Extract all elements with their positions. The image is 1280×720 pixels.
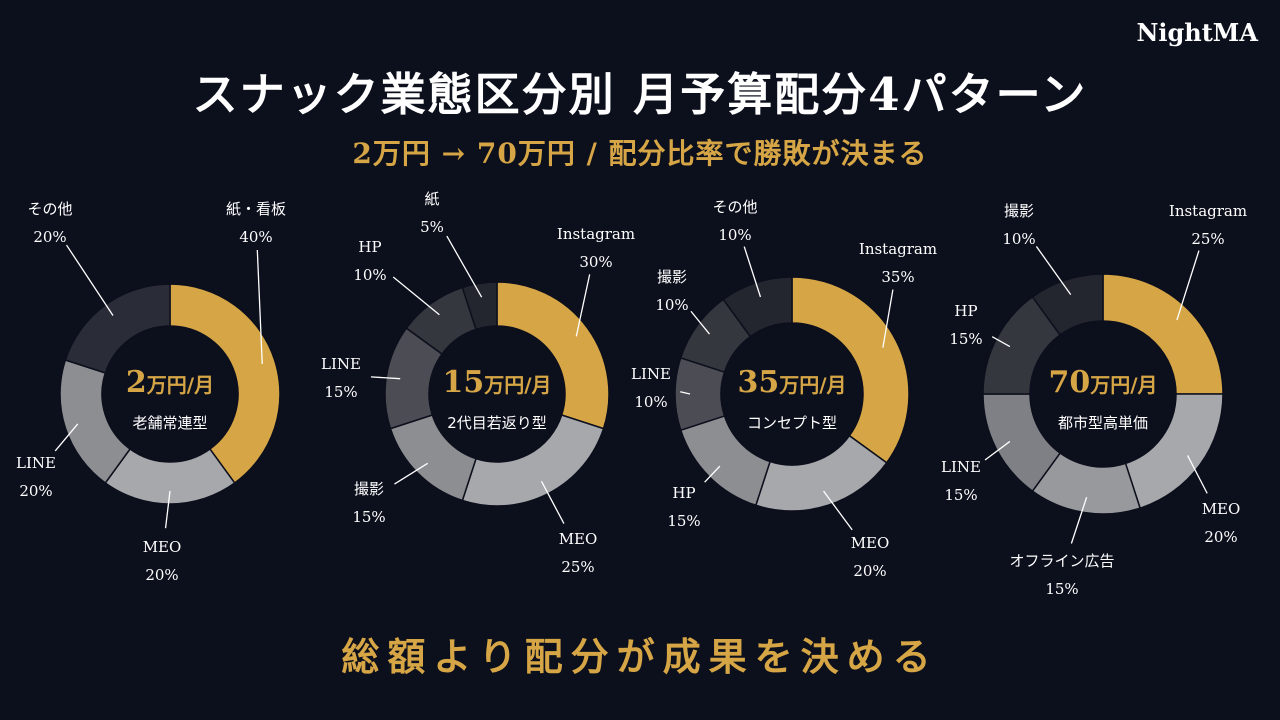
leader-line-3-2 (822, 490, 853, 531)
slice-name-3-5: 撮影 (657, 268, 687, 286)
pattern-label-2: 2代目若返り型 (447, 414, 547, 432)
slice-value-4-2: 20% (1204, 528, 1237, 546)
budget-4: 70万円/月 (1048, 365, 1157, 400)
slice-2-1 (496, 281, 610, 430)
slice-3-6 (722, 276, 793, 338)
slice-name-2-5: HP (358, 238, 381, 256)
slice-name-4-1: Instagram (1169, 202, 1247, 220)
leader-line-2-6 (446, 235, 483, 298)
leader-line-2-4 (370, 376, 401, 380)
leader-line-2-5 (392, 276, 440, 316)
slice-value-3-2: 20% (853, 562, 886, 580)
slice-value-4-4: 15% (944, 486, 977, 504)
budget-unit: 万円/月 (483, 373, 551, 397)
budget-number: 35 (737, 365, 779, 400)
slice-name-3-2: MEO (851, 534, 890, 552)
pattern-label-1: 老舗常連型 (132, 414, 207, 432)
leader-line-4-1 (1176, 250, 1200, 321)
slice-name-1-1: 紙・看板 (226, 200, 286, 218)
slice-4-2 (1124, 393, 1224, 510)
pattern-label-3: コンセプト型 (747, 414, 837, 432)
slice-value-2-2: 25% (561, 558, 594, 576)
slice-name-4-6: 撮影 (1004, 202, 1034, 220)
leader-line-4-6 (1035, 246, 1072, 295)
pattern-label-4: 都市型高単価 (1058, 414, 1148, 432)
slice-1-1 (169, 283, 281, 485)
slice-name-2-2: MEO (559, 530, 598, 548)
slice-value-2-4: 15% (324, 383, 357, 401)
budget-1: 2万円/月 (126, 365, 214, 400)
slice-value-2-6: 5% (420, 218, 444, 236)
budget-unit: 万円/月 (146, 373, 214, 397)
leader-line-4-5 (991, 336, 1011, 348)
slice-value-3-1: 35% (881, 268, 914, 286)
page-subtitle: 2万円 → 70万円 / 配分比率で勝敗が決まる (352, 137, 928, 170)
donut-chart-4: Instagram 25% MEO 20% オフライン広告 15% LINE 15% HP 15%… (941, 202, 1247, 598)
slice-value-2-1: 30% (579, 253, 612, 271)
slice-name-3-4: LINE (631, 365, 671, 383)
slice-1-4 (64, 283, 171, 374)
slice-value-1-1: 40% (239, 228, 272, 246)
leader-line-4-2 (1186, 455, 1208, 494)
slice-value-1-4: 20% (33, 228, 66, 246)
leader-line-4-3 (1070, 497, 1088, 544)
slice-value-4-3: 15% (1045, 580, 1078, 598)
slice-name-4-4: LINE (941, 458, 981, 476)
budget-number: 2 (126, 365, 147, 400)
budget-unit: 万円/月 (778, 373, 846, 397)
slice-4-6 (1031, 273, 1104, 336)
leader-line-1-3 (54, 423, 79, 452)
leader-line-3-5 (690, 310, 710, 335)
budget-unit: 万円/月 (1089, 373, 1157, 397)
slice-value-2-5: 10% (353, 266, 386, 284)
slice-value-4-1: 25% (1191, 230, 1224, 248)
page-title: スナック業態区分別 月予算配分4パターン (192, 68, 1088, 121)
slice-value-4-5: 15% (949, 330, 982, 348)
budget-number: 70 (1048, 365, 1090, 400)
slice-value-3-3: 15% (667, 512, 700, 530)
leader-line-2-2 (540, 481, 565, 524)
slice-name-2-3: 撮影 (354, 480, 384, 498)
slice-name-4-5: HP (954, 302, 977, 320)
leader-line-4-4 (984, 440, 1011, 461)
slice-name-2-4: LINE (321, 355, 361, 373)
leader-line-1-1 (256, 249, 263, 365)
slice-name-4-2: MEO (1202, 500, 1241, 518)
slice-value-1-2: 20% (145, 566, 178, 584)
slice-value-3-6: 10% (718, 226, 751, 244)
leader-line-1-4 (65, 244, 114, 316)
leader-line-3-6 (743, 246, 762, 298)
slice-3-1 (791, 276, 910, 464)
donut-chart-2: Instagram 30% MEO 25% 撮影 15% LINE 15% HP 10% 紙 5% 15… (321, 190, 635, 576)
leader-line-3-3 (704, 465, 721, 483)
leader-line-3-4 (680, 391, 691, 395)
slice-value-1-3: 20% (19, 482, 52, 500)
slice-name-3-1: Instagram (859, 240, 937, 258)
leader-line-2-1 (575, 274, 591, 337)
slice-name-2-1: Instagram (557, 225, 635, 243)
slice-value-2-3: 15% (352, 508, 385, 526)
slice-value-3-4: 10% (634, 393, 667, 411)
slice-name-1-2: MEO (143, 538, 182, 556)
budget-3: 35万円/月 (737, 365, 846, 400)
slice-name-4-3: オフライン広告 (1009, 552, 1114, 570)
slice-name-2-6: 紙 (424, 190, 439, 208)
slice-value-4-6: 10% (1002, 230, 1035, 248)
donut-chart-3: Instagram 35% MEO 20% HP 15% LINE 10% 撮影 10% その他 10… (631, 198, 937, 580)
leader-line-3-1 (882, 289, 894, 348)
slice-value-3-5: 10% (655, 296, 688, 314)
leader-line-1-2 (164, 490, 171, 529)
slice-name-1-4: その他 (27, 200, 72, 218)
slice-name-3-3: HP (672, 484, 695, 502)
budget-number: 15 (442, 365, 484, 400)
brand-logo: NightMA (1136, 18, 1258, 47)
slice-1-3 (59, 359, 132, 485)
footer-message: 総額より配分が成果を決める (341, 634, 939, 679)
leader-line-2-3 (394, 462, 429, 485)
budget-2: 15万円/月 (442, 365, 551, 400)
slice-name-3-6: その他 (712, 198, 757, 216)
slice-name-1-3: LINE (16, 454, 56, 472)
